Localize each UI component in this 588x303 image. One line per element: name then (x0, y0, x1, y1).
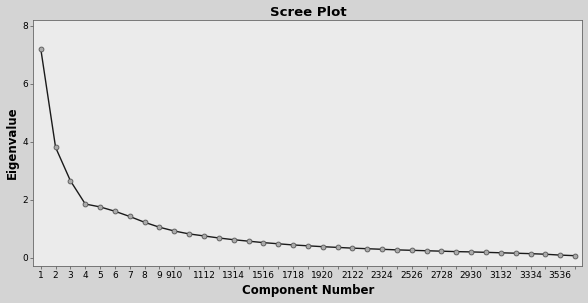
X-axis label: Component Number: Component Number (242, 285, 374, 298)
Title: Scree Plot: Scree Plot (269, 5, 346, 18)
Y-axis label: Eigenvalue: Eigenvalue (5, 107, 19, 179)
